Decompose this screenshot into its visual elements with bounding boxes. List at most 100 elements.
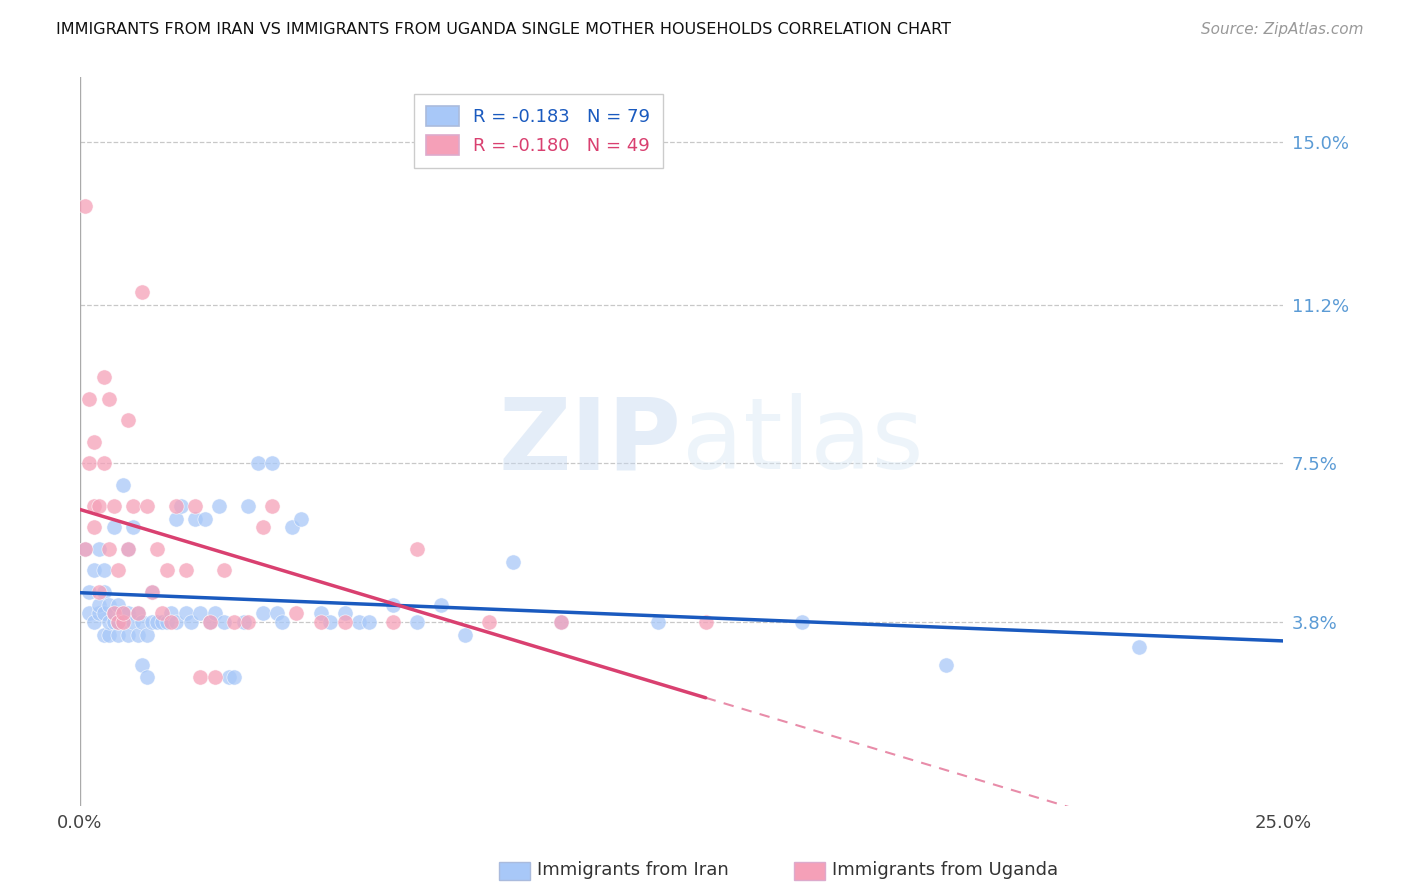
Point: [357, 615, 380, 629]
Point: [121, 499, 143, 513]
Point: [117, 541, 139, 556]
Point: [155, 615, 177, 629]
Text: Immigrants from Uganda: Immigrants from Uganda: [832, 861, 1059, 879]
Point: [93, 627, 115, 641]
Point: [117, 541, 139, 556]
Point: [89, 541, 111, 556]
Point: [170, 499, 193, 513]
Point: [194, 512, 217, 526]
Point: [73, 199, 96, 213]
Point: [93, 370, 115, 384]
Point: [204, 606, 226, 620]
Point: [93, 606, 115, 620]
Point: [97, 615, 120, 629]
Point: [97, 598, 120, 612]
Point: [430, 598, 453, 612]
Point: [165, 615, 187, 629]
Text: Immigrants from Iran: Immigrants from Iran: [537, 861, 728, 879]
Point: [252, 606, 274, 620]
Point: [333, 615, 356, 629]
Point: [174, 563, 197, 577]
Point: [165, 499, 187, 513]
Legend: R = -0.183   N = 79, R = -0.180   N = 49: R = -0.183 N = 79, R = -0.180 N = 49: [413, 94, 664, 168]
Point: [1128, 640, 1150, 655]
Point: [127, 627, 149, 641]
Point: [141, 615, 163, 629]
Point: [246, 456, 269, 470]
Point: [107, 627, 129, 641]
Point: [97, 627, 120, 641]
Point: [262, 456, 284, 470]
Point: [309, 615, 332, 629]
Point: [266, 606, 288, 620]
Point: [141, 584, 163, 599]
Point: [131, 657, 153, 672]
Point: [174, 606, 197, 620]
Point: [79, 606, 101, 620]
Point: [103, 499, 125, 513]
Point: [184, 512, 207, 526]
Point: [127, 606, 149, 620]
Point: [79, 456, 101, 470]
Point: [333, 606, 356, 620]
Point: [127, 606, 149, 620]
Point: [121, 520, 143, 534]
Point: [454, 627, 477, 641]
Point: [79, 392, 101, 406]
Point: [204, 671, 226, 685]
Point: [550, 615, 572, 629]
Point: [89, 598, 111, 612]
Point: [136, 627, 159, 641]
Point: [112, 615, 135, 629]
Point: [131, 615, 153, 629]
Point: [478, 615, 501, 629]
Point: [73, 541, 96, 556]
Point: [112, 606, 135, 620]
Point: [381, 598, 404, 612]
Point: [252, 520, 274, 534]
Text: ZIP: ZIP: [499, 393, 682, 491]
Point: [150, 606, 173, 620]
Point: [103, 606, 125, 620]
Point: [112, 477, 135, 491]
Point: [214, 615, 236, 629]
Point: [93, 563, 115, 577]
Point: [165, 512, 187, 526]
Point: [141, 584, 163, 599]
Point: [347, 615, 370, 629]
Point: [222, 615, 245, 629]
Point: [89, 584, 111, 599]
Point: [107, 598, 129, 612]
Text: atlas: atlas: [682, 393, 924, 491]
Point: [146, 541, 169, 556]
Point: [550, 615, 572, 629]
Point: [271, 615, 294, 629]
Point: [107, 615, 129, 629]
Point: [188, 671, 211, 685]
Point: [93, 584, 115, 599]
Point: [103, 520, 125, 534]
Point: [73, 541, 96, 556]
Point: [79, 584, 101, 599]
Point: [136, 499, 159, 513]
Point: [180, 615, 202, 629]
Point: [184, 499, 207, 513]
Point: [790, 615, 813, 629]
Point: [117, 413, 139, 427]
Point: [89, 606, 111, 620]
Point: [198, 615, 221, 629]
Point: [319, 615, 342, 629]
Text: IMMIGRANTS FROM IRAN VS IMMIGRANTS FROM UGANDA SINGLE MOTHER HOUSEHOLDS CORRELAT: IMMIGRANTS FROM IRAN VS IMMIGRANTS FROM …: [56, 22, 952, 37]
Point: [188, 606, 211, 620]
Point: [232, 615, 254, 629]
Point: [83, 499, 105, 513]
Point: [238, 615, 260, 629]
Point: [290, 512, 312, 526]
Point: [262, 499, 284, 513]
Point: [89, 499, 111, 513]
Point: [214, 563, 236, 577]
Point: [280, 520, 302, 534]
Point: [309, 606, 332, 620]
Point: [131, 285, 153, 299]
Point: [405, 541, 427, 556]
